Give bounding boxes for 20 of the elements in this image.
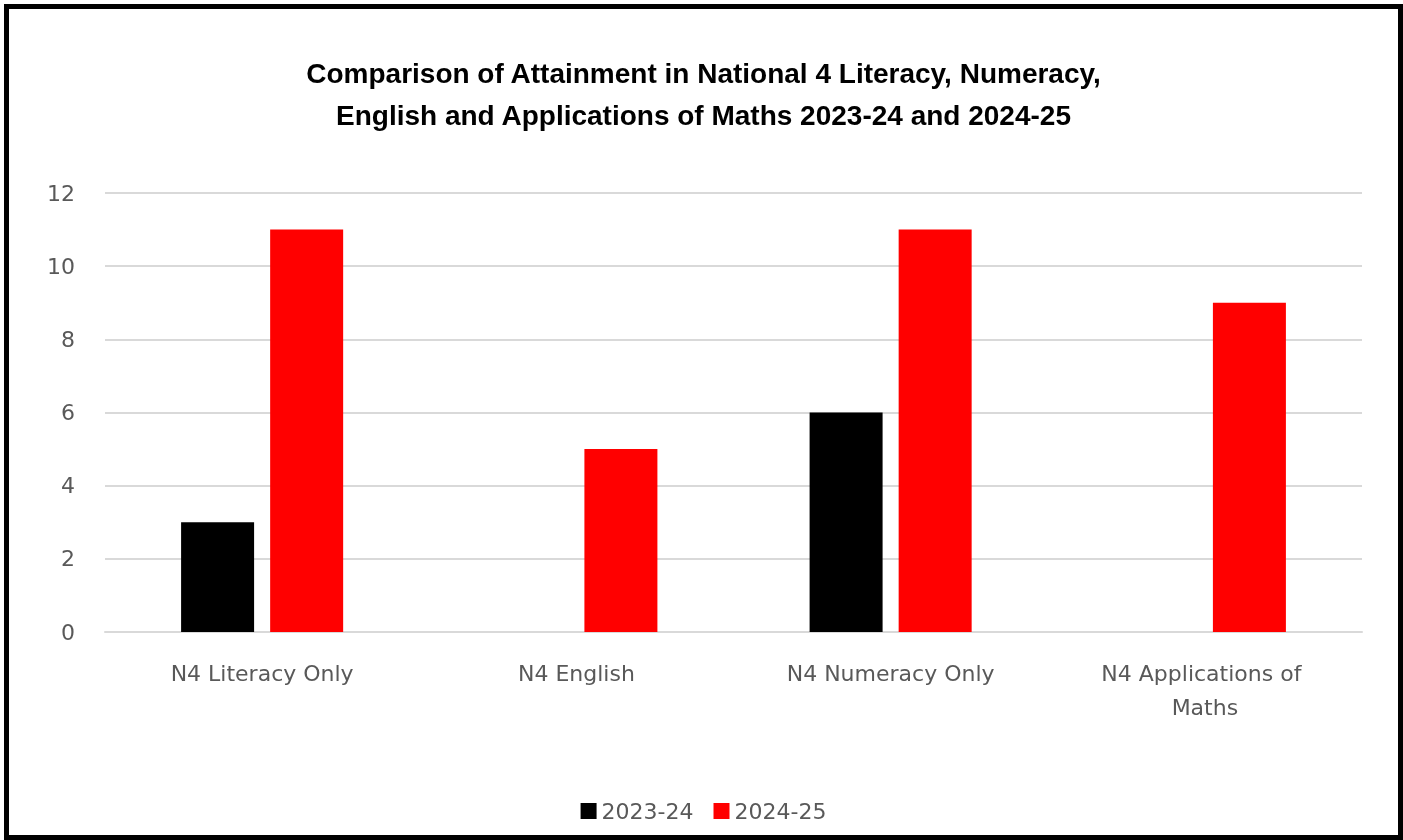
x-tick-label: N4 English bbox=[517, 660, 635, 686]
y-tick-label: 10 bbox=[47, 253, 75, 279]
y-tick-label: 0 bbox=[61, 619, 75, 645]
bar bbox=[181, 522, 255, 632]
chart-title: Comparison of Attainment in National 4 Literacy, Numeracy, English and Applications of Maths 2023-24 and 2024-25 bbox=[306, 57, 1101, 131]
y-tick-label: 12 bbox=[47, 180, 75, 206]
x-tick-label: N4 Numeracy Only bbox=[786, 660, 995, 686]
bar bbox=[584, 449, 658, 632]
y-tick-label: 8 bbox=[61, 326, 75, 352]
legend-label: 2024-25 bbox=[734, 798, 827, 824]
bar bbox=[270, 229, 344, 632]
y-tick-label: 2 bbox=[61, 546, 75, 572]
y-tick-label: 4 bbox=[61, 473, 75, 499]
bar bbox=[1212, 302, 1286, 632]
x-tick-label: N4 Literacy Only bbox=[170, 660, 354, 686]
legend-label: 2023-24 bbox=[601, 798, 694, 824]
x-tick-label: N4 Applications of Maths bbox=[1101, 660, 1309, 720]
bar bbox=[809, 412, 883, 632]
y-tick-label: 6 bbox=[61, 400, 75, 425]
bar bbox=[898, 229, 972, 632]
